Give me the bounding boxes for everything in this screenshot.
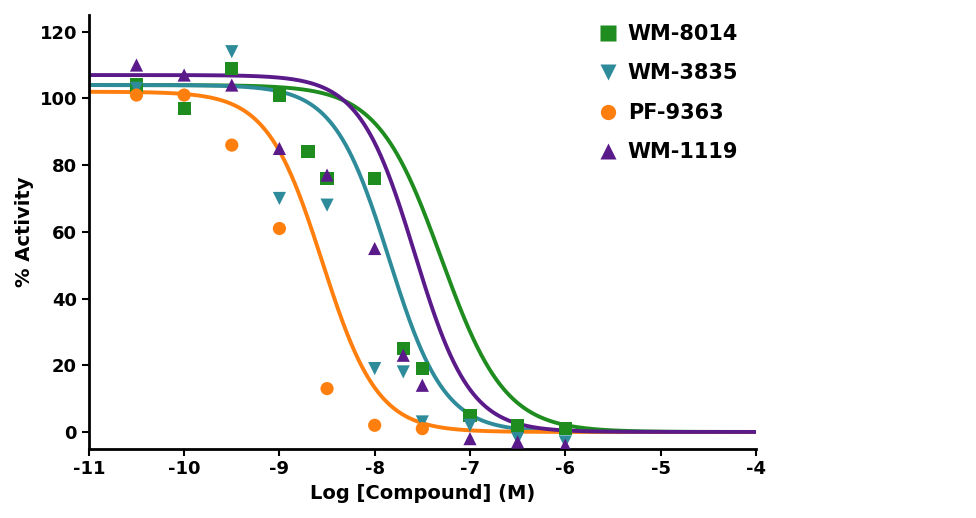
Point xyxy=(367,174,383,182)
Point xyxy=(415,381,430,390)
Point xyxy=(129,91,144,99)
Point xyxy=(177,91,192,99)
Point xyxy=(319,171,335,179)
Point xyxy=(319,384,335,393)
Point xyxy=(557,438,573,446)
Point xyxy=(415,365,430,373)
Point xyxy=(271,194,287,203)
Point xyxy=(129,61,144,69)
Point xyxy=(129,84,144,93)
Point xyxy=(367,244,383,253)
Point xyxy=(415,418,430,426)
Point xyxy=(224,64,239,73)
Point xyxy=(415,424,430,433)
Point xyxy=(224,141,239,149)
Point xyxy=(271,224,287,233)
Point xyxy=(367,365,383,373)
Point xyxy=(271,91,287,99)
X-axis label: Log [Compound] (M): Log [Compound] (M) xyxy=(309,484,535,503)
Point xyxy=(509,435,525,443)
Point xyxy=(509,438,525,446)
Point xyxy=(271,145,287,153)
Point xyxy=(224,81,239,89)
Point xyxy=(557,441,573,450)
Point xyxy=(463,421,478,429)
Point xyxy=(319,201,335,209)
Point xyxy=(395,351,411,359)
Point xyxy=(319,174,335,182)
Point xyxy=(177,104,192,112)
Point xyxy=(224,48,239,56)
Point xyxy=(395,344,411,353)
Point xyxy=(177,71,192,79)
Point xyxy=(367,421,383,429)
Point xyxy=(129,81,144,89)
Y-axis label: % Activity: % Activity xyxy=(15,177,34,287)
Point xyxy=(395,368,411,376)
Point xyxy=(509,421,525,429)
Point xyxy=(463,435,478,443)
Point xyxy=(557,424,573,433)
Legend: WM-8014, WM-3835, PF-9363, WM-1119: WM-8014, WM-3835, PF-9363, WM-1119 xyxy=(590,16,746,170)
Point xyxy=(301,148,316,156)
Point xyxy=(463,411,478,420)
